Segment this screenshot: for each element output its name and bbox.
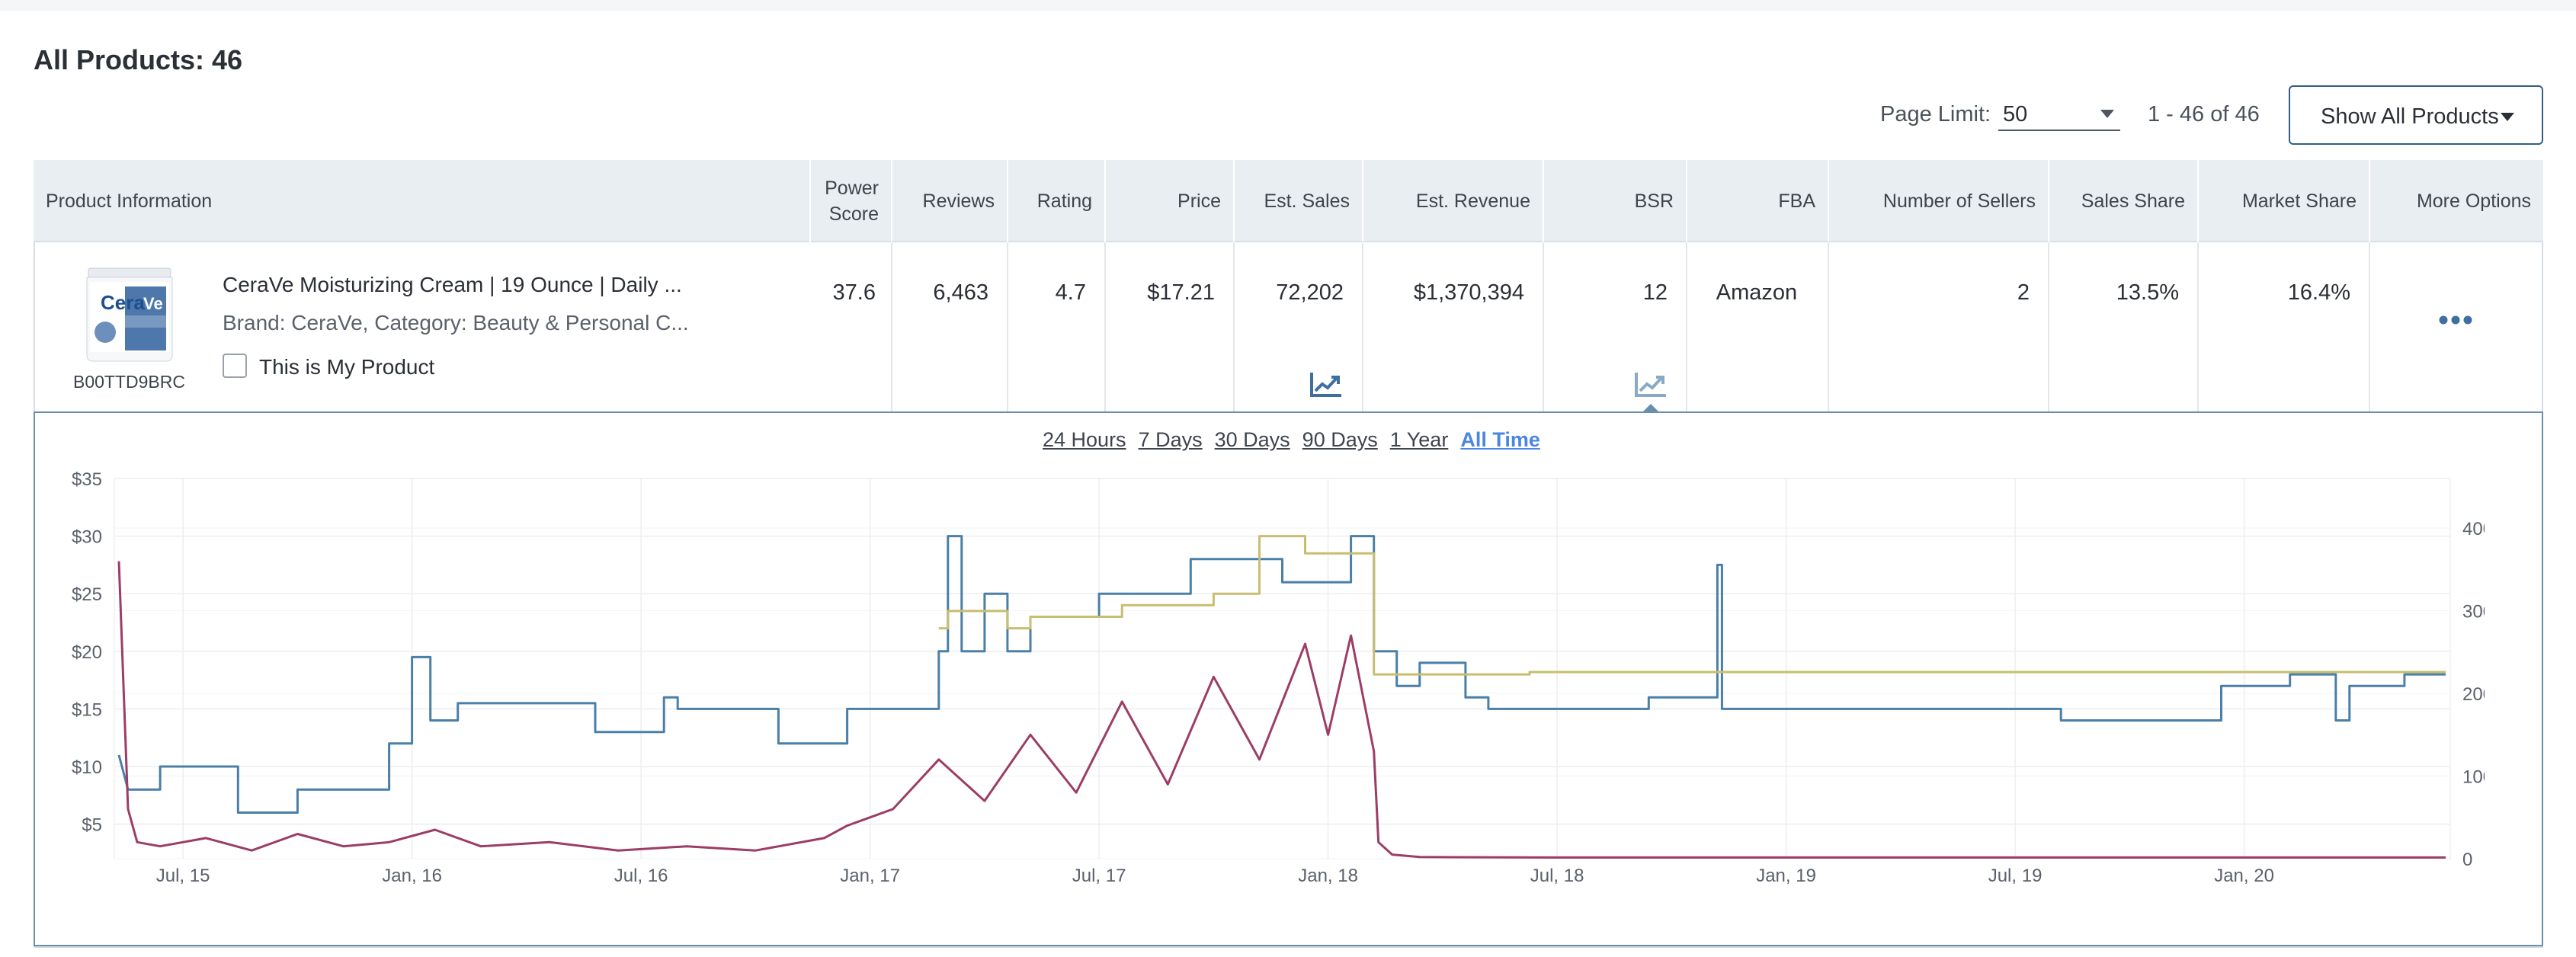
bsr-trend-icon[interactable] (1634, 370, 1668, 398)
header-product-information[interactable]: Product Information (46, 190, 213, 212)
x-tick-label: Jan, 19 (1756, 866, 1816, 886)
cell-est-sales: 72,202 (1276, 280, 1344, 305)
y-right-tick-label: 300000 (2462, 602, 2485, 623)
series-line-price-line (117, 535, 2446, 814)
y-left-tick-label: $20 (72, 642, 102, 663)
y-left-tick-label: $10 (72, 757, 102, 778)
show-all-products-button[interactable]: Show All Products (2289, 85, 2543, 145)
x-tick-label: Jan, 20 (2214, 866, 2274, 886)
page-title: All Products: 46 (34, 44, 243, 75)
product-name-link[interactable]: CeraVe Moisturizing Cream | 19 Ounce | D… (223, 273, 682, 296)
cell-sales-share: 13.5% (2116, 280, 2179, 305)
column-divider (1233, 242, 1235, 411)
my-product-label: This is My Product (259, 355, 435, 379)
y-left-tick-label: $35 (72, 469, 102, 490)
page-limit-select[interactable]: 50 (1998, 99, 2120, 131)
header-sales-share[interactable]: Sales Share (2048, 160, 2197, 242)
y-right-tick-label: 400000 (2462, 519, 2485, 539)
column-divider (2048, 242, 2049, 411)
header-fba[interactable]: FBA (1686, 160, 1828, 242)
history-line-chart: $5 $10 $15 $20 $25 $30 $35 0 100000 200000 300000 4… (72, 469, 2485, 886)
cell-number-of-sellers: 2 (2017, 280, 2030, 305)
column-divider (1543, 242, 1544, 411)
column-divider (1007, 242, 1008, 411)
product-image[interactable]: Cera Ve (82, 265, 177, 364)
cell-power-score: 37.6 (832, 280, 876, 305)
header-power-score[interactable]: Power Score (809, 160, 891, 242)
column-divider (1686, 242, 1687, 411)
chart-pointer (1642, 404, 1660, 413)
x-tick-label: Jul, 16 (614, 866, 668, 886)
range-90-days[interactable]: 90 Days (1302, 428, 1378, 451)
range-7-days[interactable]: 7 Days (1138, 428, 1203, 451)
y-left-tick-label: $30 (72, 527, 102, 548)
x-tick-label: Jul, 15 (156, 866, 210, 886)
x-tick-label: Jan, 18 (1298, 866, 1358, 886)
column-divider (2369, 242, 2370, 411)
page-limit-label: Page Limit: (1880, 102, 1991, 126)
y-left-tick-label: $15 (72, 699, 102, 720)
cell-reviews: 6,463 (933, 280, 988, 305)
header-number-of-sellers[interactable]: Number of Sellers (1828, 160, 2048, 242)
product-brand-category: Brand: CeraVe, Category: Beauty & Person… (223, 311, 689, 334)
chevron-down-icon (2501, 113, 2514, 121)
sales-trend-icon[interactable] (1309, 370, 1343, 398)
x-tick-label: Jul, 17 (1072, 866, 1126, 886)
header-more-options: More Options (2369, 160, 2543, 242)
range-30-days[interactable]: 30 Days (1214, 428, 1290, 451)
column-divider (1104, 242, 1106, 411)
header-est-sales[interactable]: Est. Sales (1233, 160, 1362, 242)
range-1-year[interactable]: 1 Year (1389, 428, 1449, 451)
column-divider (891, 242, 892, 411)
series-line-third-party_line (938, 535, 2446, 676)
table-bottom-border (34, 946, 2543, 957)
cell-bsr: 12 (1642, 280, 1668, 305)
x-tick-label: Jul, 18 (1530, 866, 1584, 886)
page-limit-value: 50 (2003, 102, 2028, 126)
header-market-share[interactable]: Market Share (2197, 160, 2369, 242)
header-price[interactable]: Price (1104, 160, 1233, 242)
cell-est-revenue: $1,370,394 (1413, 280, 1524, 305)
y-left-tick-label: $5 (82, 815, 102, 836)
y-right-tick-label: 0 (2462, 850, 2472, 870)
show-all-products-label: Show All Products (2321, 104, 2499, 129)
column-divider (1362, 242, 1363, 411)
header-est-revenue[interactable]: Est. Revenue (1362, 160, 1543, 242)
header-rating[interactable]: Rating (1007, 160, 1104, 242)
y-right-tick-label: 200000 (2462, 684, 2485, 705)
series-line-bsr-line (117, 561, 2446, 859)
x-tick-label: Jan, 16 (382, 866, 442, 886)
column-divider (1828, 242, 1829, 411)
x-tick-label: Jul, 19 (1988, 866, 2043, 886)
cell-market-share: 16.4% (2287, 280, 2350, 305)
cell-rating: 4.7 (1055, 280, 1086, 305)
y-left-tick-label: $25 (72, 584, 102, 605)
table-row (34, 242, 2543, 411)
table-header: Product Information Power Score Reviews … (34, 160, 2543, 242)
cell-fba: Amazon (1716, 280, 1798, 305)
svg-text:Ve: Ve (143, 294, 163, 313)
header-bsr[interactable]: BSR (1543, 160, 1686, 242)
product-asin: B00TTD9BRC (73, 372, 185, 392)
chart-range-selector: 24 Hours 7 Days 30 Days 90 Days 1 Year A… (1043, 428, 1540, 452)
chevron-down-icon (2100, 110, 2114, 118)
cell-price: $17.21 (1147, 280, 1215, 305)
pagination-range: 1 - 46 of 46 (2148, 102, 2260, 126)
y-right-tick-label: 100000 (2462, 767, 2485, 788)
range-24-hours[interactable]: 24 Hours (1043, 428, 1126, 451)
header-reviews[interactable]: Reviews (891, 160, 1007, 242)
svg-text:Cera: Cera (101, 291, 145, 314)
x-tick-label: Jan, 17 (840, 866, 900, 886)
my-product-checkbox[interactable] (223, 354, 247, 378)
more-options-icon[interactable] (2439, 314, 2472, 326)
column-divider (2197, 242, 2199, 411)
range-all-time[interactable]: All Time (1460, 428, 1540, 451)
